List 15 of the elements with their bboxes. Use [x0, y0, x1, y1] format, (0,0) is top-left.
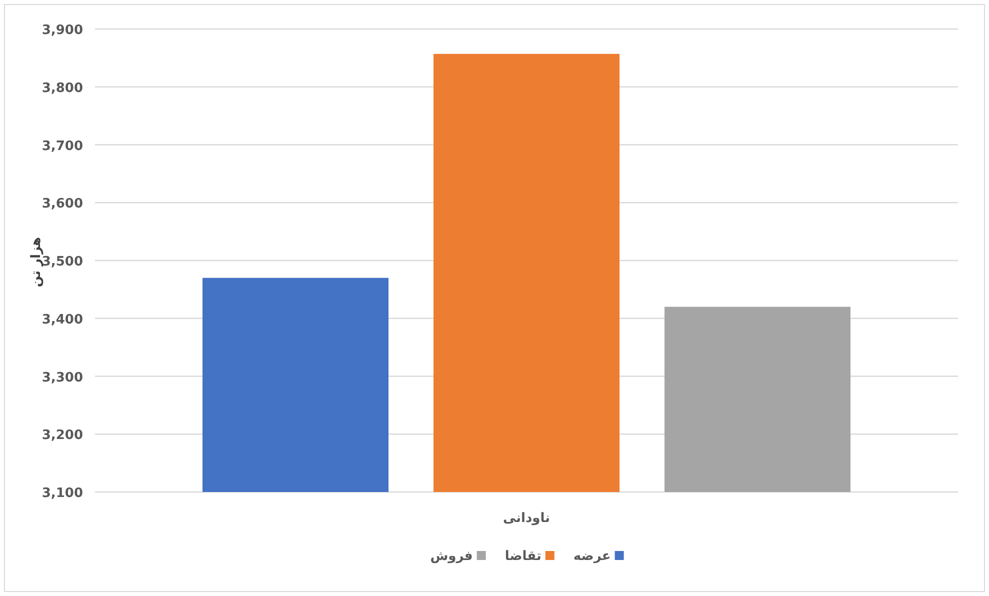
- legend: عرضه تقاضا فروش: [430, 549, 624, 564]
- y-tick-label: 3,300: [42, 370, 83, 386]
- y-axis-title: هزار تن: [29, 236, 44, 288]
- y-tick-label: 3,100: [42, 486, 83, 501]
- y-tick-label: 3,800: [42, 80, 83, 96]
- legend-label: تقاضا: [504, 549, 542, 564]
- y-tick-label: 3,200: [42, 428, 83, 444]
- y-tick-label: 3,600: [42, 196, 83, 212]
- legend-label: عرضه: [573, 549, 611, 564]
- y-tick-label: 3,900: [42, 23, 83, 38]
- legend-label: فروش: [430, 549, 473, 564]
- y-tick-label: 3,400: [42, 312, 83, 328]
- y-tick-label: 3,500: [42, 254, 83, 270]
- x-tick-label: ناودانی: [502, 511, 550, 526]
- y-tick-label: 3,700: [42, 138, 83, 154]
